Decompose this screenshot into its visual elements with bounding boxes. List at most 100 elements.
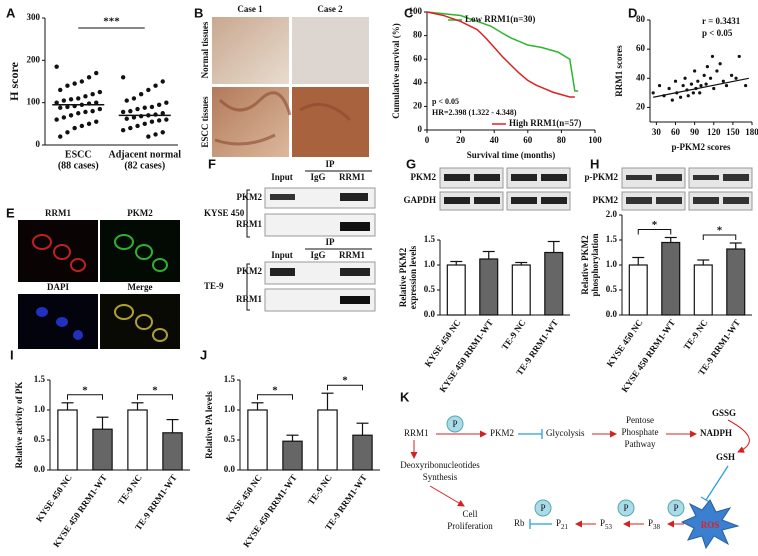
panel-letter: H <box>590 156 599 171</box>
dot <box>135 106 140 112</box>
point <box>673 79 678 83</box>
y-tick-label: 0.5 <box>424 284 436 294</box>
node: GSSG <box>712 408 736 418</box>
x-tick-label: 120 <box>707 127 721 137</box>
dot <box>90 108 95 114</box>
dot <box>120 109 126 115</box>
if-image <box>100 294 180 349</box>
point <box>744 83 748 88</box>
x-tick-label: 180 <box>745 127 758 137</box>
band <box>340 193 368 201</box>
y-tick-label: 80 <box>413 30 423 40</box>
y-tick-label: 1.5 <box>224 374 236 384</box>
node: P <box>673 503 678 513</box>
ip-label: IP <box>326 159 336 169</box>
y-tick-label: 0.0 <box>224 464 236 474</box>
dot <box>146 87 151 93</box>
y-tick-label: 100 <box>27 97 41 107</box>
dot <box>94 70 99 76</box>
node: NADPH <box>700 428 732 438</box>
point <box>708 76 713 80</box>
point <box>737 54 741 59</box>
inhibit <box>700 465 729 504</box>
x-tick-label: 90 <box>690 127 700 137</box>
point <box>681 83 685 88</box>
x-tick-label: 60 <box>671 127 681 137</box>
dot <box>68 113 74 118</box>
y-tick-label: 60 <box>636 43 646 53</box>
node: RRM1 <box>404 428 429 438</box>
image-label: DAPI <box>47 282 69 292</box>
dot <box>79 79 85 84</box>
bar <box>511 264 531 316</box>
y-tick-label: 0 <box>36 139 41 149</box>
dot <box>149 104 155 110</box>
column-label: Case 1 <box>237 4 263 14</box>
if-image <box>18 220 98 282</box>
bar <box>544 251 564 316</box>
y-tick-label: 0.5 <box>34 434 46 444</box>
panel-letter: B <box>194 5 203 20</box>
band <box>270 268 295 276</box>
node: Phosphate <box>622 427 659 437</box>
dot <box>86 75 92 80</box>
y-tick-label: 1.5 <box>606 234 618 244</box>
coip-panel: IP Input IgG RRM1 KYSE 450 PKM2 RRM1 IP … <box>204 159 376 312</box>
inhibit <box>518 429 543 439</box>
bar <box>282 440 303 471</box>
bar <box>162 432 183 471</box>
bar <box>693 264 713 316</box>
point <box>691 91 695 95</box>
node: Pentose <box>626 415 654 425</box>
panel-letter: I <box>10 347 14 362</box>
dot <box>58 87 63 93</box>
panel-letter: J <box>200 347 207 362</box>
dot <box>65 130 70 135</box>
panel-letter: A <box>6 5 16 20</box>
y-tick-label: 60 <box>413 53 423 63</box>
phospho <box>534 499 552 517</box>
band <box>340 268 370 276</box>
y-axis-label: RRM1 scores <box>614 45 624 97</box>
y-tick-label: 1.0 <box>606 259 618 269</box>
bar <box>317 409 338 471</box>
node: Synthesis <box>423 472 458 482</box>
node: Glycolysis <box>546 428 585 438</box>
panel-letter: D <box>628 5 637 20</box>
y-tick-label: 20 <box>636 101 646 111</box>
bar <box>127 409 148 471</box>
column-label: Case 2 <box>317 4 343 14</box>
ihc-image <box>212 17 289 84</box>
lane-label: RRM1 <box>339 250 365 260</box>
point <box>715 69 719 73</box>
node-text: P <box>600 518 605 528</box>
dot <box>146 134 151 139</box>
significance-label: * <box>342 375 348 387</box>
bar <box>247 409 268 471</box>
dot <box>83 109 88 115</box>
band <box>340 222 370 231</box>
cells <box>32 234 168 342</box>
lane-label: Input <box>271 172 293 182</box>
node: Rb <box>514 518 525 528</box>
annotation: HR=2.398 (1.322 - 4.348) <box>432 108 517 117</box>
inhibit <box>529 519 552 529</box>
y-tick-label: 200 <box>27 54 41 64</box>
significance-bracket <box>327 384 363 391</box>
image-label: RRM1 <box>45 208 71 218</box>
point <box>705 65 709 69</box>
y-axis-label: Cumulative survival (%) <box>391 23 401 119</box>
dot <box>153 132 158 137</box>
significance-bracket <box>637 229 672 235</box>
ihc-image <box>212 87 289 157</box>
tissue-texture <box>214 91 352 146</box>
y-axis-label: Relative PKM2 <box>580 235 590 295</box>
phospho <box>446 415 464 433</box>
significance-label: * <box>82 384 88 396</box>
ip-label: IP <box>326 237 336 247</box>
survival-line <box>426 11 579 92</box>
y-tick-label: 0.0 <box>424 309 436 319</box>
point <box>721 79 725 83</box>
